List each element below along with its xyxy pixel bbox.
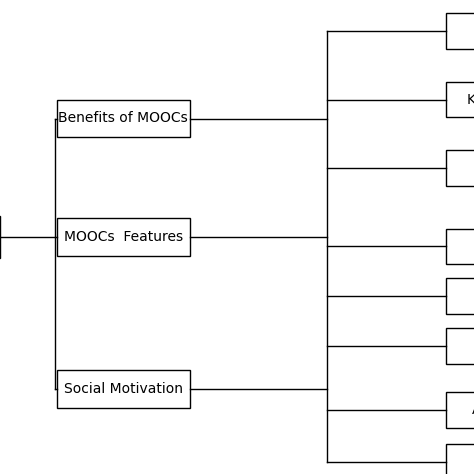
Text: Academic T: Academic T xyxy=(472,403,474,417)
Text: Knowledge T: Knowledge T xyxy=(467,92,474,107)
FancyBboxPatch shape xyxy=(446,82,474,118)
FancyBboxPatch shape xyxy=(57,370,190,408)
FancyBboxPatch shape xyxy=(446,279,474,314)
Text: Social Motivation: Social Motivation xyxy=(64,382,183,396)
FancyBboxPatch shape xyxy=(446,229,474,264)
FancyBboxPatch shape xyxy=(446,445,474,474)
FancyBboxPatch shape xyxy=(57,100,190,137)
FancyBboxPatch shape xyxy=(446,328,474,364)
Text: MOOCs  Features: MOOCs Features xyxy=(64,230,183,244)
Text: Benefits of MOOCs: Benefits of MOOCs xyxy=(58,111,188,126)
FancyBboxPatch shape xyxy=(57,218,190,256)
FancyBboxPatch shape xyxy=(446,13,474,49)
FancyBboxPatch shape xyxy=(446,151,474,186)
FancyBboxPatch shape xyxy=(446,392,474,428)
